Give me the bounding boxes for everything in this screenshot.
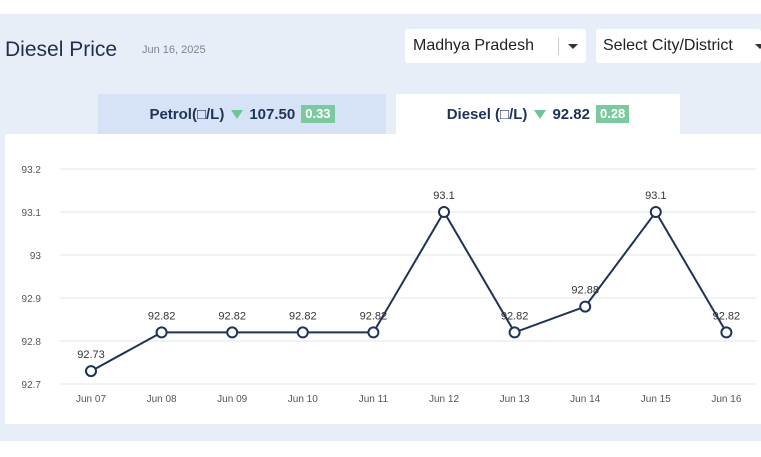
data-point bbox=[579, 300, 592, 313]
tab-diesel[interactable]: Diesel (□/L) 92.82 0.28 bbox=[396, 94, 680, 134]
x-tick-label: Jun 12 bbox=[429, 394, 459, 405]
x-tick-label: Jun 14 bbox=[570, 394, 600, 405]
price-down-icon bbox=[231, 109, 244, 119]
x-tick-label: Jun 07 bbox=[76, 394, 106, 405]
tab-diesel-change-badge: 0.28 bbox=[595, 105, 630, 123]
state-dropdown-value: Madhya Pradesh bbox=[413, 37, 534, 54]
y-tick-label: 93.1 bbox=[22, 208, 42, 219]
x-tick-label: Jun 16 bbox=[711, 394, 741, 405]
tab-diesel-price: 92.82 bbox=[552, 105, 590, 123]
data-point bbox=[720, 326, 733, 339]
tab-petrol-price: 107.50 bbox=[249, 105, 296, 123]
x-tick-label: Jun 11 bbox=[359, 394, 389, 405]
price-date: Jun 16, 2025 bbox=[142, 44, 206, 56]
y-tick-label: 92.8 bbox=[22, 337, 42, 348]
data-point bbox=[296, 326, 309, 339]
city-dropdown[interactable]: Select City/District bbox=[596, 29, 761, 63]
tab-petrol-label: Petrol(□/L) bbox=[149, 105, 225, 123]
city-dropdown-value: Select City/District bbox=[603, 37, 733, 54]
chevron-down-icon[interactable] bbox=[568, 44, 578, 49]
x-tick-label: Jun 09 bbox=[217, 394, 247, 405]
tab-diesel-label: Diesel (□/L) bbox=[446, 105, 528, 123]
price-line-chart: 92.7 92.8 92.9 93 93.1 93.2 Jun 07 Jun 08 Jun 09… bbox=[22, 165, 756, 405]
data-label: 92.73 bbox=[77, 349, 105, 361]
data-label: 92.82 bbox=[218, 310, 246, 322]
data-label: 93.1 bbox=[433, 190, 454, 202]
data-label: 92.88 bbox=[571, 285, 599, 297]
data-label: 92.82 bbox=[713, 310, 741, 322]
y-tick-label: 93 bbox=[30, 251, 42, 262]
data-point bbox=[155, 326, 168, 339]
data-point bbox=[649, 206, 662, 218]
series-line bbox=[90, 210, 728, 372]
y-tick-label: 93.2 bbox=[22, 165, 42, 176]
data-point bbox=[367, 326, 380, 339]
y-tick-label: 92.9 bbox=[22, 294, 42, 305]
x-tick-label: Jun 10 bbox=[288, 394, 318, 405]
chevron-down-icon[interactable] bbox=[755, 44, 761, 49]
x-tick-label: Jun 13 bbox=[500, 394, 530, 405]
state-dropdown[interactable]: Madhya Pradesh bbox=[405, 29, 586, 63]
tab-petrol[interactable]: Petrol(□/L) 107.50 0.33 bbox=[98, 94, 386, 134]
data-point bbox=[85, 365, 97, 378]
data-point bbox=[508, 326, 521, 339]
data-point bbox=[438, 206, 450, 218]
dropdown-separator bbox=[558, 38, 559, 55]
price-chart: 92.7 92.8 92.9 93 93.1 93.2 Jun 07 Jun 08 Jun 09… bbox=[5, 134, 761, 424]
x-tick-label: Jun 15 bbox=[641, 394, 671, 405]
data-label: 92.82 bbox=[289, 310, 317, 322]
page-title: Diesel Price bbox=[5, 38, 118, 61]
tab-petrol-change-badge: 0.33 bbox=[301, 105, 335, 123]
data-label: 93.1 bbox=[645, 190, 666, 202]
data-label: 92.82 bbox=[148, 310, 176, 322]
data-label: 92.82 bbox=[501, 310, 529, 322]
price-down-icon bbox=[534, 109, 547, 119]
data-label: 92.82 bbox=[360, 310, 388, 322]
x-tick-label: Jun 08 bbox=[147, 394, 177, 405]
y-tick-label: 92.7 bbox=[22, 380, 42, 391]
data-point bbox=[226, 326, 239, 339]
